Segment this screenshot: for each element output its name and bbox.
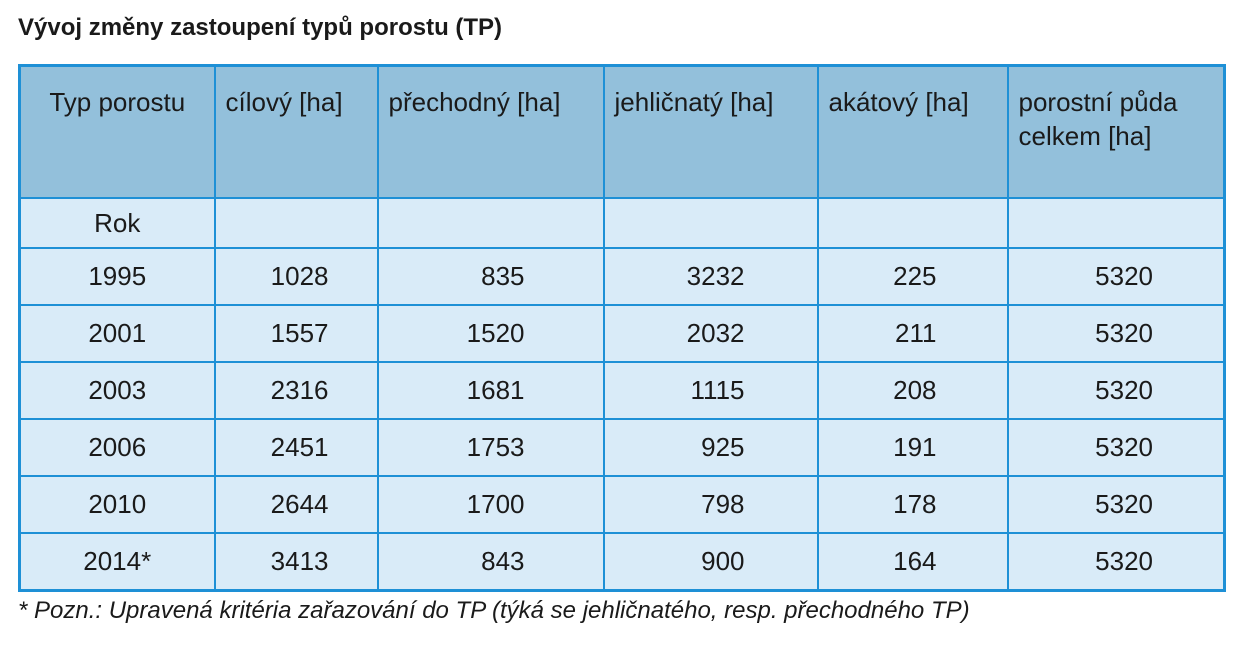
cell-prechodny: 843: [376, 532, 605, 592]
table-header-row: Typ porostu cílový [ha] přechodný [ha] j…: [18, 64, 1226, 199]
empty-cell: [376, 197, 605, 249]
cell-jehlicnaty: 798: [602, 475, 819, 534]
data-table: Typ porostu cílový [ha] přechodný [ha] j…: [18, 64, 1226, 592]
empty-cell: [816, 197, 1009, 249]
cell-porostni-puda: 5320: [1006, 532, 1226, 592]
cell-akatovy: 225: [816, 247, 1009, 306]
cell-cilovy: 3413: [213, 532, 379, 592]
empty-cell: [602, 197, 819, 249]
cell-year: 2014*: [18, 532, 216, 592]
cell-porostni-puda: 5320: [1006, 247, 1226, 306]
empty-cell: [213, 197, 379, 249]
table-row: 2014* 3413 843 900 164 5320: [18, 532, 1226, 592]
column-header-cilovy: cílový [ha]: [213, 64, 379, 199]
table-row: 1995 1028 835 3232 225 5320: [18, 247, 1226, 306]
cell-porostni-puda: 5320: [1006, 361, 1226, 420]
cell-jehlicnaty: 3232: [602, 247, 819, 306]
cell-year: 2001: [18, 304, 216, 363]
cell-jehlicnaty: 1115: [602, 361, 819, 420]
empty-cell: [1006, 197, 1226, 249]
cell-year: 1995: [18, 247, 216, 306]
table-row: 2003 2316 1681 1115 208 5320: [18, 361, 1226, 420]
cell-prechodny: 1681: [376, 361, 605, 420]
cell-akatovy: 164: [816, 532, 1009, 592]
footnote: * Pozn.: Upravená kritéria zařazování do…: [18, 597, 970, 624]
cell-porostni-puda: 5320: [1006, 418, 1226, 477]
cell-akatovy: 178: [816, 475, 1009, 534]
cell-jehlicnaty: 900: [602, 532, 819, 592]
cell-prechodny: 1520: [376, 304, 605, 363]
cell-cilovy: 2316: [213, 361, 379, 420]
table-row: 2010 2644 1700 798 178 5320: [18, 475, 1226, 534]
cell-year: 2006: [18, 418, 216, 477]
cell-akatovy: 191: [816, 418, 1009, 477]
cell-prechodny: 835: [376, 247, 605, 306]
cell-prechodny: 1753: [376, 418, 605, 477]
cell-porostni-puda: 5320: [1006, 475, 1226, 534]
table-row: 2001 1557 1520 2032 211 5320: [18, 304, 1226, 363]
cell-jehlicnaty: 925: [602, 418, 819, 477]
cell-jehlicnaty: 2032: [602, 304, 819, 363]
column-header-porostni-puda: porostní půda celkem [ha]: [1006, 64, 1226, 199]
column-header-jehlicnaty: jehličnatý [ha]: [602, 64, 819, 199]
subheader-rok: Rok: [18, 197, 216, 249]
cell-cilovy: 1028: [213, 247, 379, 306]
table-subheader-row: Rok: [18, 197, 1226, 249]
column-header-akatovy: akátový [ha]: [816, 64, 1009, 199]
table-row: 2006 2451 1753 925 191 5320: [18, 418, 1226, 477]
cell-akatovy: 211: [816, 304, 1009, 363]
cell-akatovy: 208: [816, 361, 1009, 420]
cell-year: 2010: [18, 475, 216, 534]
cell-cilovy: 1557: [213, 304, 379, 363]
cell-cilovy: 2644: [213, 475, 379, 534]
cell-cilovy: 2451: [213, 418, 379, 477]
column-header-typ-porostu: Typ porostu: [18, 64, 216, 199]
page-title: Vývoj změny zastoupení typů porostu (TP): [18, 14, 503, 41]
cell-year: 2003: [18, 361, 216, 420]
column-header-prechodny: přechodný [ha]: [376, 64, 605, 199]
cell-prechodny: 1700: [376, 475, 605, 534]
cell-porostni-puda: 5320: [1006, 304, 1226, 363]
